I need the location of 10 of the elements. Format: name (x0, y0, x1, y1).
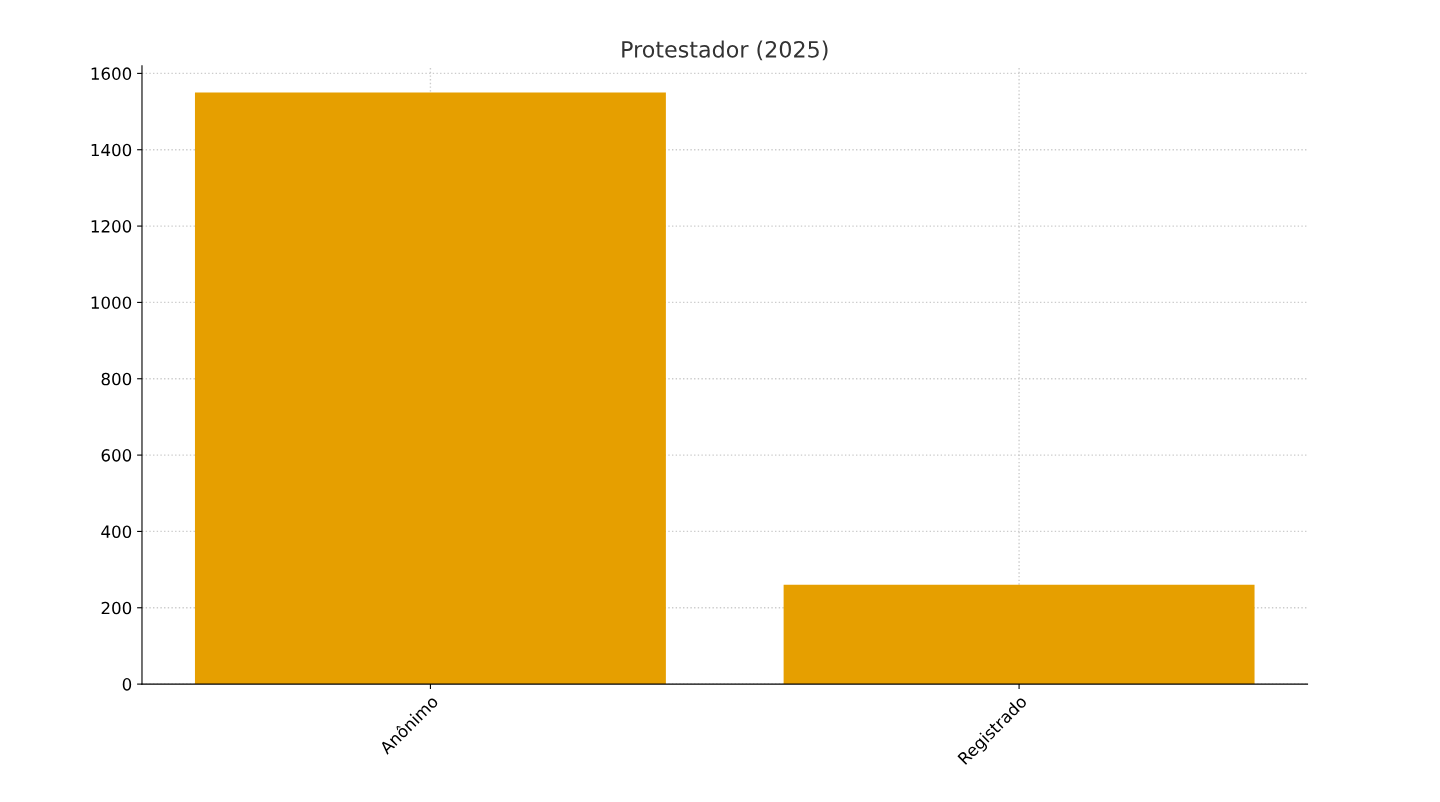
y-tick-label: 800 (101, 372, 132, 386)
y-tick-label: 0 (122, 678, 132, 691)
y-tick-label: 400 (101, 525, 132, 538)
y-tick-label: 1200 (91, 220, 132, 233)
y-tick-label: 1000 (91, 296, 132, 309)
y-tick-label: 600 (101, 449, 132, 462)
y-tick-label: 200 (101, 601, 132, 615)
chart-title: Protestador (2025) (622, 40, 828, 61)
y-tick-label: 1400 (91, 143, 132, 157)
y-tick-label: 1600 (91, 67, 132, 80)
